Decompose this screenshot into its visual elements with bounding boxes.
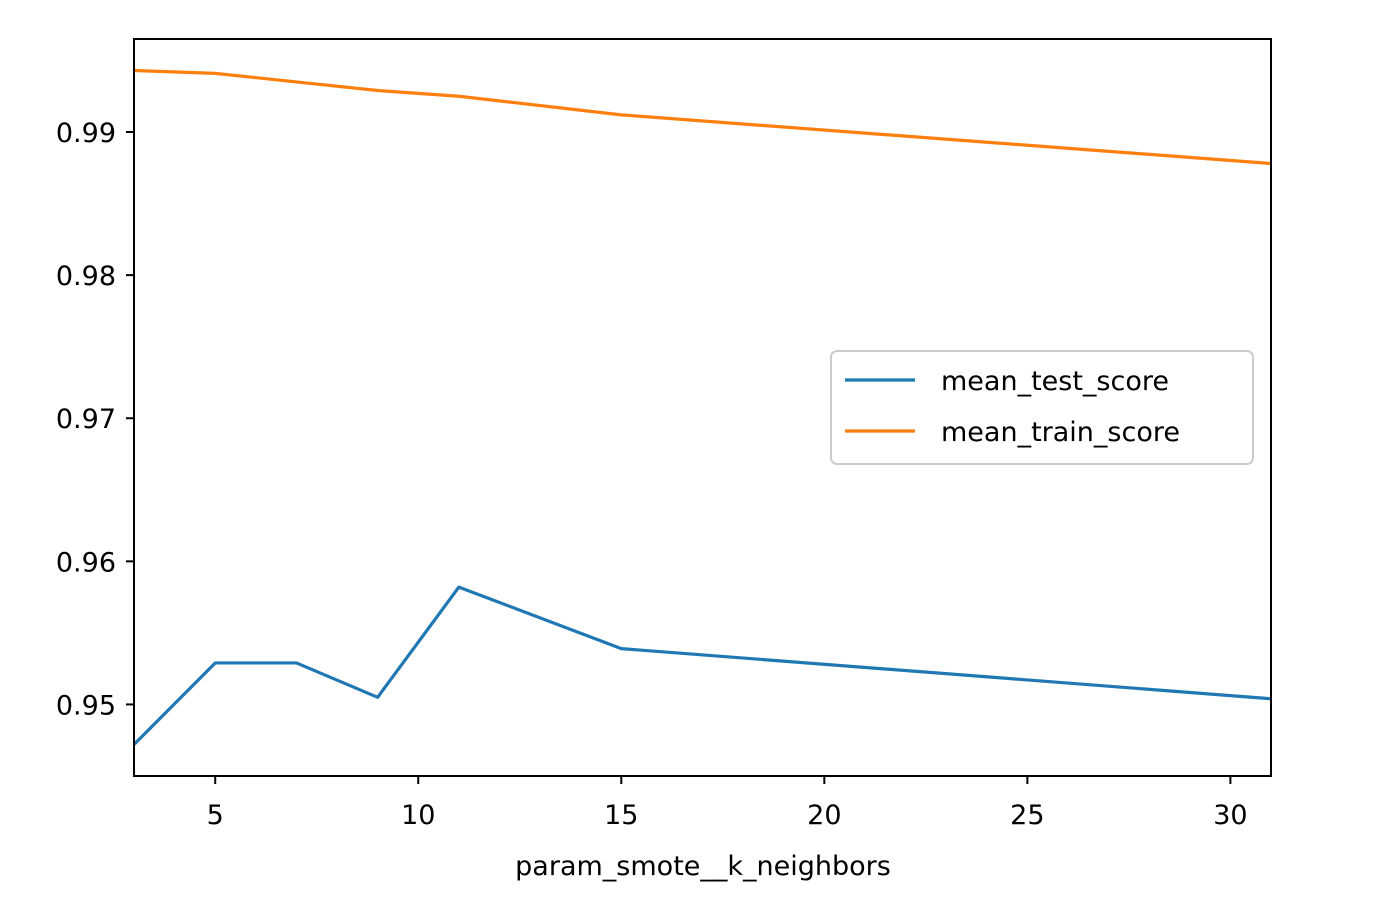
y-tick-label-0.97: 0.97 — [56, 404, 116, 435]
x-tick-label-10: 10 — [401, 800, 435, 831]
plot-area-frame — [133, 38, 1272, 777]
legend-box — [830, 350, 1254, 465]
series-line-mean-test-score — [134, 585, 1271, 746]
y-tick-label-0.96: 0.96 — [56, 547, 116, 578]
y-tick-label-0.98: 0.98 — [56, 261, 116, 292]
y-axis: 0.95 0.96 0.97 0.98 0.99 — [56, 118, 134, 721]
x-axis: 5 10 15 20 25 30 — [207, 776, 1248, 831]
y-tick-label-0.99: 0.99 — [56, 118, 116, 149]
legend-label-mean-test-score: mean_test_score — [941, 366, 1169, 397]
x-tick-label-30: 30 — [1213, 800, 1247, 831]
series-layer — [134, 68, 1271, 746]
y-tick-label-0.95: 0.95 — [56, 690, 116, 721]
x-tick-label-15: 15 — [604, 800, 638, 831]
x-tick-label-25: 25 — [1010, 800, 1044, 831]
x-tick-label-5: 5 — [207, 800, 224, 831]
series-line-mean-train-score — [134, 68, 1271, 166]
x-tick-label-20: 20 — [807, 800, 841, 831]
legend: mean_test_score mean_train_score — [830, 350, 1254, 465]
x-axis-label: param_smote__k_neighbors — [515, 851, 891, 882]
legend-label-mean-train-score: mean_train_score — [941, 417, 1180, 448]
